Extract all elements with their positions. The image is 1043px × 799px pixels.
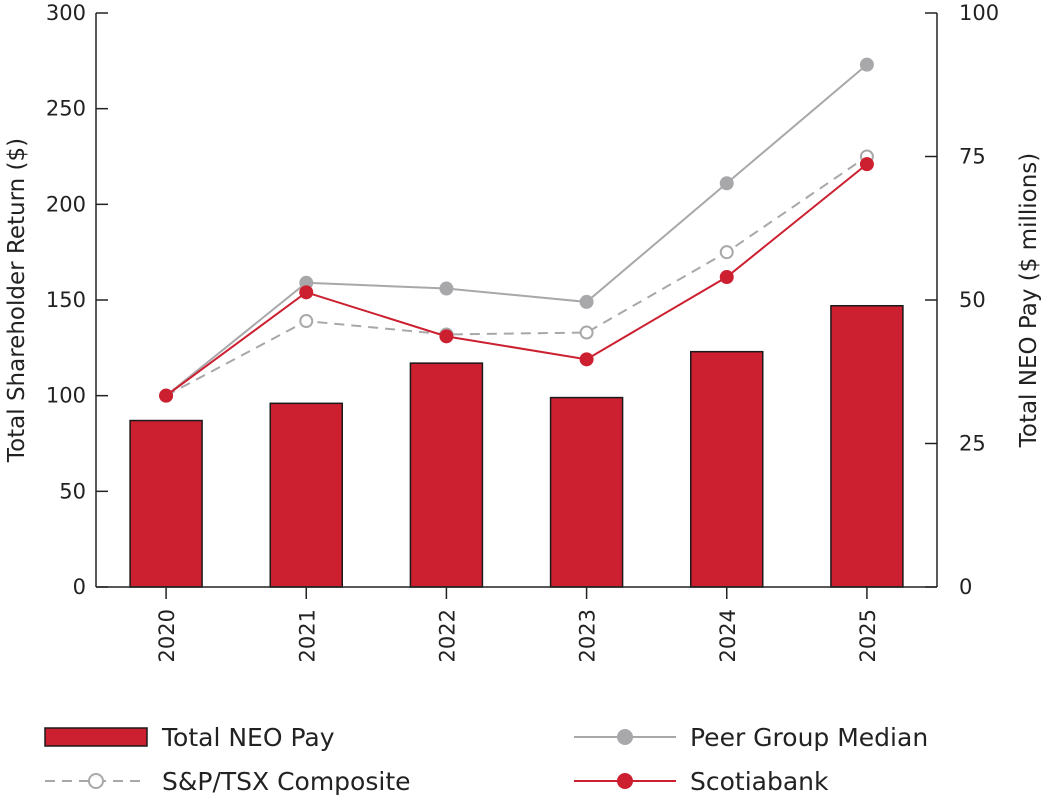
- point-s-p-tsx-composite-2023: [579, 325, 594, 340]
- left-axis-title: Total Shareholder Return ($): [4, 138, 30, 463]
- point-scotiabank-2024: [719, 270, 734, 285]
- point-peer-group-median-2025: [859, 57, 874, 72]
- x-tick-label-2020: 2020: [155, 609, 179, 662]
- bar-2021: [269, 402, 343, 588]
- point-scotiabank-2021: [299, 285, 314, 300]
- right-tick-label-0: 0: [959, 575, 972, 599]
- point-scotiabank-2020: [159, 388, 174, 403]
- legend-marker-peer-group-median: [617, 729, 633, 745]
- bar-2024: [690, 350, 764, 588]
- right-tick-label-100: 100: [959, 1, 999, 25]
- point-s-p-tsx-composite-2024: [719, 245, 734, 260]
- x-tick-label-2022: 2022: [435, 609, 459, 662]
- left-tick-label-200: 200: [46, 192, 86, 216]
- left-tick-label-100: 100: [46, 384, 86, 408]
- x-tick-label-2023: 2023: [576, 609, 600, 662]
- x-tick-label-2021: 2021: [295, 609, 319, 662]
- bar-2022: [409, 362, 484, 588]
- series-line-peer-group-median: [165, 63, 868, 397]
- bar-2020: [129, 419, 203, 588]
- legend-marker-s-p-tsx-composite: [88, 773, 104, 789]
- legend-marker-scotiabank: [617, 773, 633, 789]
- left-tick-label-0: 0: [73, 575, 86, 599]
- bars-layer: [129, 304, 904, 588]
- point-s-p-tsx-composite-2021: [299, 314, 314, 329]
- series-line-scotiabank: [165, 163, 868, 397]
- x-tick-label-2025: 2025: [856, 609, 880, 662]
- point-scotiabank-2025: [859, 157, 874, 172]
- lines-layer: [159, 57, 874, 403]
- point-peer-group-median-2023: [579, 294, 594, 309]
- right-tick-label-50: 50: [959, 288, 986, 312]
- left-tick-label-300: 300: [46, 1, 86, 25]
- left-tick-label-50: 50: [59, 479, 86, 503]
- legend-swatch-total-neo-pay: [44, 727, 148, 747]
- x-tick-label-2024: 2024: [716, 609, 740, 662]
- right-axis-title: Total NEO Pay ($ millions): [1016, 153, 1042, 449]
- bar-2023: [549, 396, 624, 588]
- legend-label-scotiabank: Scotiabank: [690, 767, 829, 796]
- legend-label-total-neo-pay: Total NEO Pay: [161, 723, 335, 752]
- point-peer-group-median-2024: [719, 176, 734, 191]
- series-line-s-p-tsx-composite: [165, 155, 868, 397]
- point-scotiabank-2022: [439, 329, 454, 344]
- left-tick-label-150: 150: [46, 288, 86, 312]
- legend: Total NEO Pay Peer Group Median S&P/TSX Co…: [44, 723, 928, 796]
- left-tick-label-250: 250: [46, 97, 86, 121]
- right-tick-label-75: 75: [959, 145, 986, 169]
- legend-label-s-p-tsx-composite: S&P/TSX Composite: [162, 767, 411, 796]
- axes-layer: 0 50 100 150 200 250 300 0 25 50 75 100 2020 2021 2022…: [46, 1, 999, 662]
- point-scotiabank-2023: [579, 352, 594, 367]
- legend-label-peer-group-median: Peer Group Median: [690, 723, 928, 752]
- point-peer-group-median-2022: [439, 281, 454, 296]
- bar-2025: [830, 304, 904, 588]
- right-tick-label-25: 25: [959, 432, 986, 456]
